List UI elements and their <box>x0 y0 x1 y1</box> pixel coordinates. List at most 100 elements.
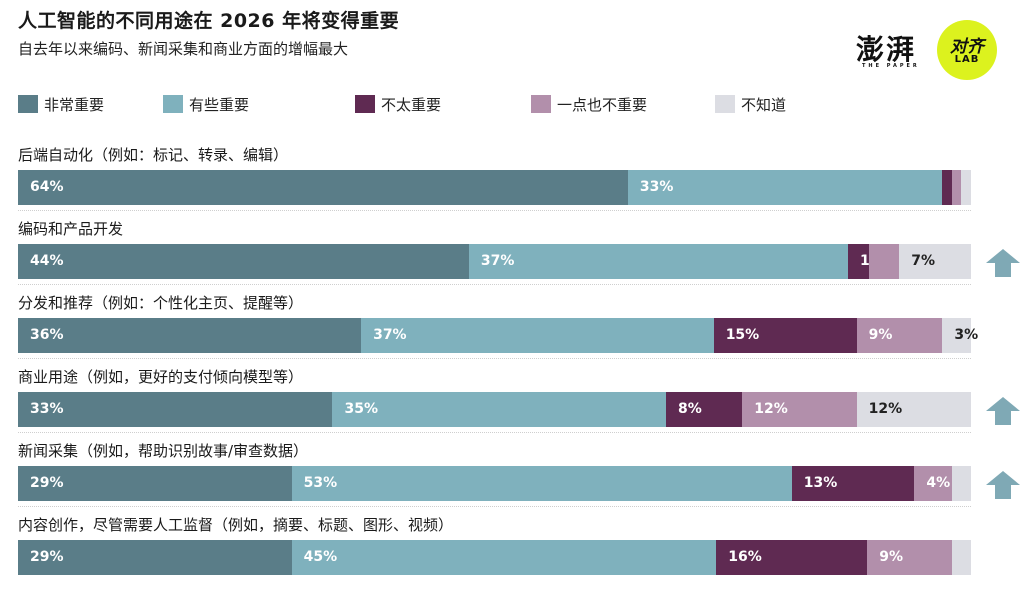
data-label: 3% <box>954 327 979 343</box>
bar-segment-very-important <box>18 170 628 205</box>
up-arrow-icon <box>986 249 1020 277</box>
legend-label: 非常重要 <box>44 95 105 114</box>
bar-row: 36% 37% 15% 9% 3% <box>18 318 978 353</box>
bar-segment-not-at-all-important <box>914 466 953 501</box>
data-label: 36% <box>30 327 64 343</box>
legend-label: 不知道 <box>741 95 787 114</box>
data-label: 7% <box>911 253 936 269</box>
row-divider <box>18 432 971 433</box>
legend-swatch <box>531 95 551 113</box>
bar-row: 44%37%10%7% <box>18 244 971 279</box>
bar-segment-very-important <box>18 466 292 501</box>
row-divider <box>18 284 971 285</box>
data-label: 12% <box>868 401 903 417</box>
bar-segment-dont-know <box>856 392 971 427</box>
row-divider <box>18 210 971 211</box>
category-label: 商业用途（例如，更好的支付倾向模型等） <box>18 368 304 386</box>
data-label: 8% <box>678 401 702 417</box>
bar-segment-somewhat-important <box>332 392 667 427</box>
legend-swatch <box>715 95 735 113</box>
thepaper-logo-text: 澎湃 <box>856 33 917 66</box>
bar-row: 33% 35% 8% 12% 12% <box>18 392 971 427</box>
chart-subtitle: 自去年以来编码、新闻采集和商业方面的增幅最大 <box>18 40 349 58</box>
data-label: 33% <box>30 401 64 417</box>
bar-segment-very-important <box>18 540 292 575</box>
bar-segment-dont-know <box>952 466 971 501</box>
bar-segment-not-very-important <box>942 170 952 205</box>
legend-label: 有些重要 <box>189 95 250 114</box>
duiqi-lab-logo: 对齐 LAB <box>937 20 997 80</box>
data-label: 16% <box>728 549 762 565</box>
legend-label: 不太重要 <box>381 95 442 114</box>
data-label: 37% <box>373 327 407 343</box>
row-divider <box>18 506 971 507</box>
data-label: 12% <box>754 401 788 417</box>
bar-segment-dont-know <box>952 540 971 575</box>
up-arrow-shape <box>986 249 1020 277</box>
duiqi-logo-subtext: LAB <box>954 54 980 65</box>
bar-segment-somewhat-important <box>627 170 943 205</box>
legend-item-not-very-important: 不太重要 <box>355 94 441 114</box>
bar-segment-somewhat-important <box>468 244 849 279</box>
legend-item-very-important: 非常重要 <box>18 94 104 114</box>
thepaper-logo-subtext: THE PAPER <box>862 63 920 69</box>
legend-swatch <box>18 95 38 113</box>
bar-segment-not-at-all-important <box>856 318 943 353</box>
category-label: 后端自动化（例如：标记、转录、编辑） <box>18 146 289 164</box>
data-label: 29% <box>30 549 64 565</box>
bar-segment-somewhat-important <box>291 540 717 575</box>
bar-segment-not-at-all-important <box>868 244 900 279</box>
bar-segment-not-at-all-important <box>951 170 962 205</box>
data-label: 64% <box>30 179 64 195</box>
category-label: 新闻采集（例如，帮助识别故事/审查数据） <box>18 442 309 460</box>
data-label: 45% <box>303 549 338 565</box>
bar-segment-very-important <box>18 392 333 427</box>
bar-segment-not-very-important <box>713 318 857 353</box>
data-label: 33% <box>639 179 674 195</box>
up-arrow-shape <box>986 471 1020 499</box>
data-label: 13% <box>803 475 838 491</box>
duiqi-logo-text: 对齐 <box>950 37 984 57</box>
legend-item-dont-know: 不知道 <box>715 94 786 114</box>
data-label: 37% <box>480 253 515 269</box>
bar-segment-not-at-all-important <box>742 392 857 427</box>
chart-legend: 非常重要 有些重要 不太重要 一点也不重要 不知道 <box>18 94 1008 114</box>
bar-segment-not-very-important <box>791 466 915 501</box>
up-arrow-icon <box>986 471 1020 499</box>
thepaper-logo: 澎湃 THE PAPER <box>856 28 926 70</box>
data-label: 9% <box>879 549 903 565</box>
legend-item-somewhat-important: 有些重要 <box>163 94 249 114</box>
bar-segment-somewhat-important <box>291 466 792 501</box>
bar-segment-somewhat-important <box>361 318 714 353</box>
data-label: 15% <box>725 327 760 343</box>
legend-item-not-at-all-important: 一点也不重要 <box>531 94 647 114</box>
data-label: 9% <box>868 327 893 343</box>
bar-segment-not-very-important <box>716 540 868 575</box>
bar-segment-dont-know <box>942 318 971 353</box>
bar-row: 29% 45% 16% 9% <box>18 540 971 575</box>
up-arrow-shape <box>986 397 1020 425</box>
bar-segment-very-important <box>18 318 362 353</box>
data-label: 35% <box>344 401 378 417</box>
legend-swatch <box>163 95 183 113</box>
legend-label: 一点也不重要 <box>557 95 648 114</box>
up-arrow-icon <box>986 397 1020 425</box>
data-label: 53% <box>303 475 338 491</box>
bar-segment-not-very-important <box>848 244 869 279</box>
bar-row: 64% 33% <box>18 170 971 205</box>
bar-segment-dont-know <box>961 170 971 205</box>
data-label: 44% <box>30 253 64 269</box>
bar-segment-very-important <box>18 244 469 279</box>
data-label: 4% <box>926 475 951 491</box>
bar-segment-not-at-all-important <box>867 540 953 575</box>
data-label: 29% <box>30 475 64 491</box>
row-divider <box>18 358 971 359</box>
category-label: 分发和推荐（例如：个性化主页、提醒等） <box>18 294 304 312</box>
category-label: 编码和产品开发 <box>18 220 124 238</box>
chart-title: 人工智能的不同用途在 2026 年将变得重要 <box>18 10 400 32</box>
legend-swatch <box>355 95 375 113</box>
category-label: 内容创作，尽管需要人工监督（例如，摘要、标题、图形、视频） <box>18 516 454 534</box>
bar-segment-not-very-important <box>666 392 743 427</box>
bar-segment-dont-know <box>899 244 971 279</box>
bar-row: 29% 53% 13% 4% <box>18 466 971 501</box>
